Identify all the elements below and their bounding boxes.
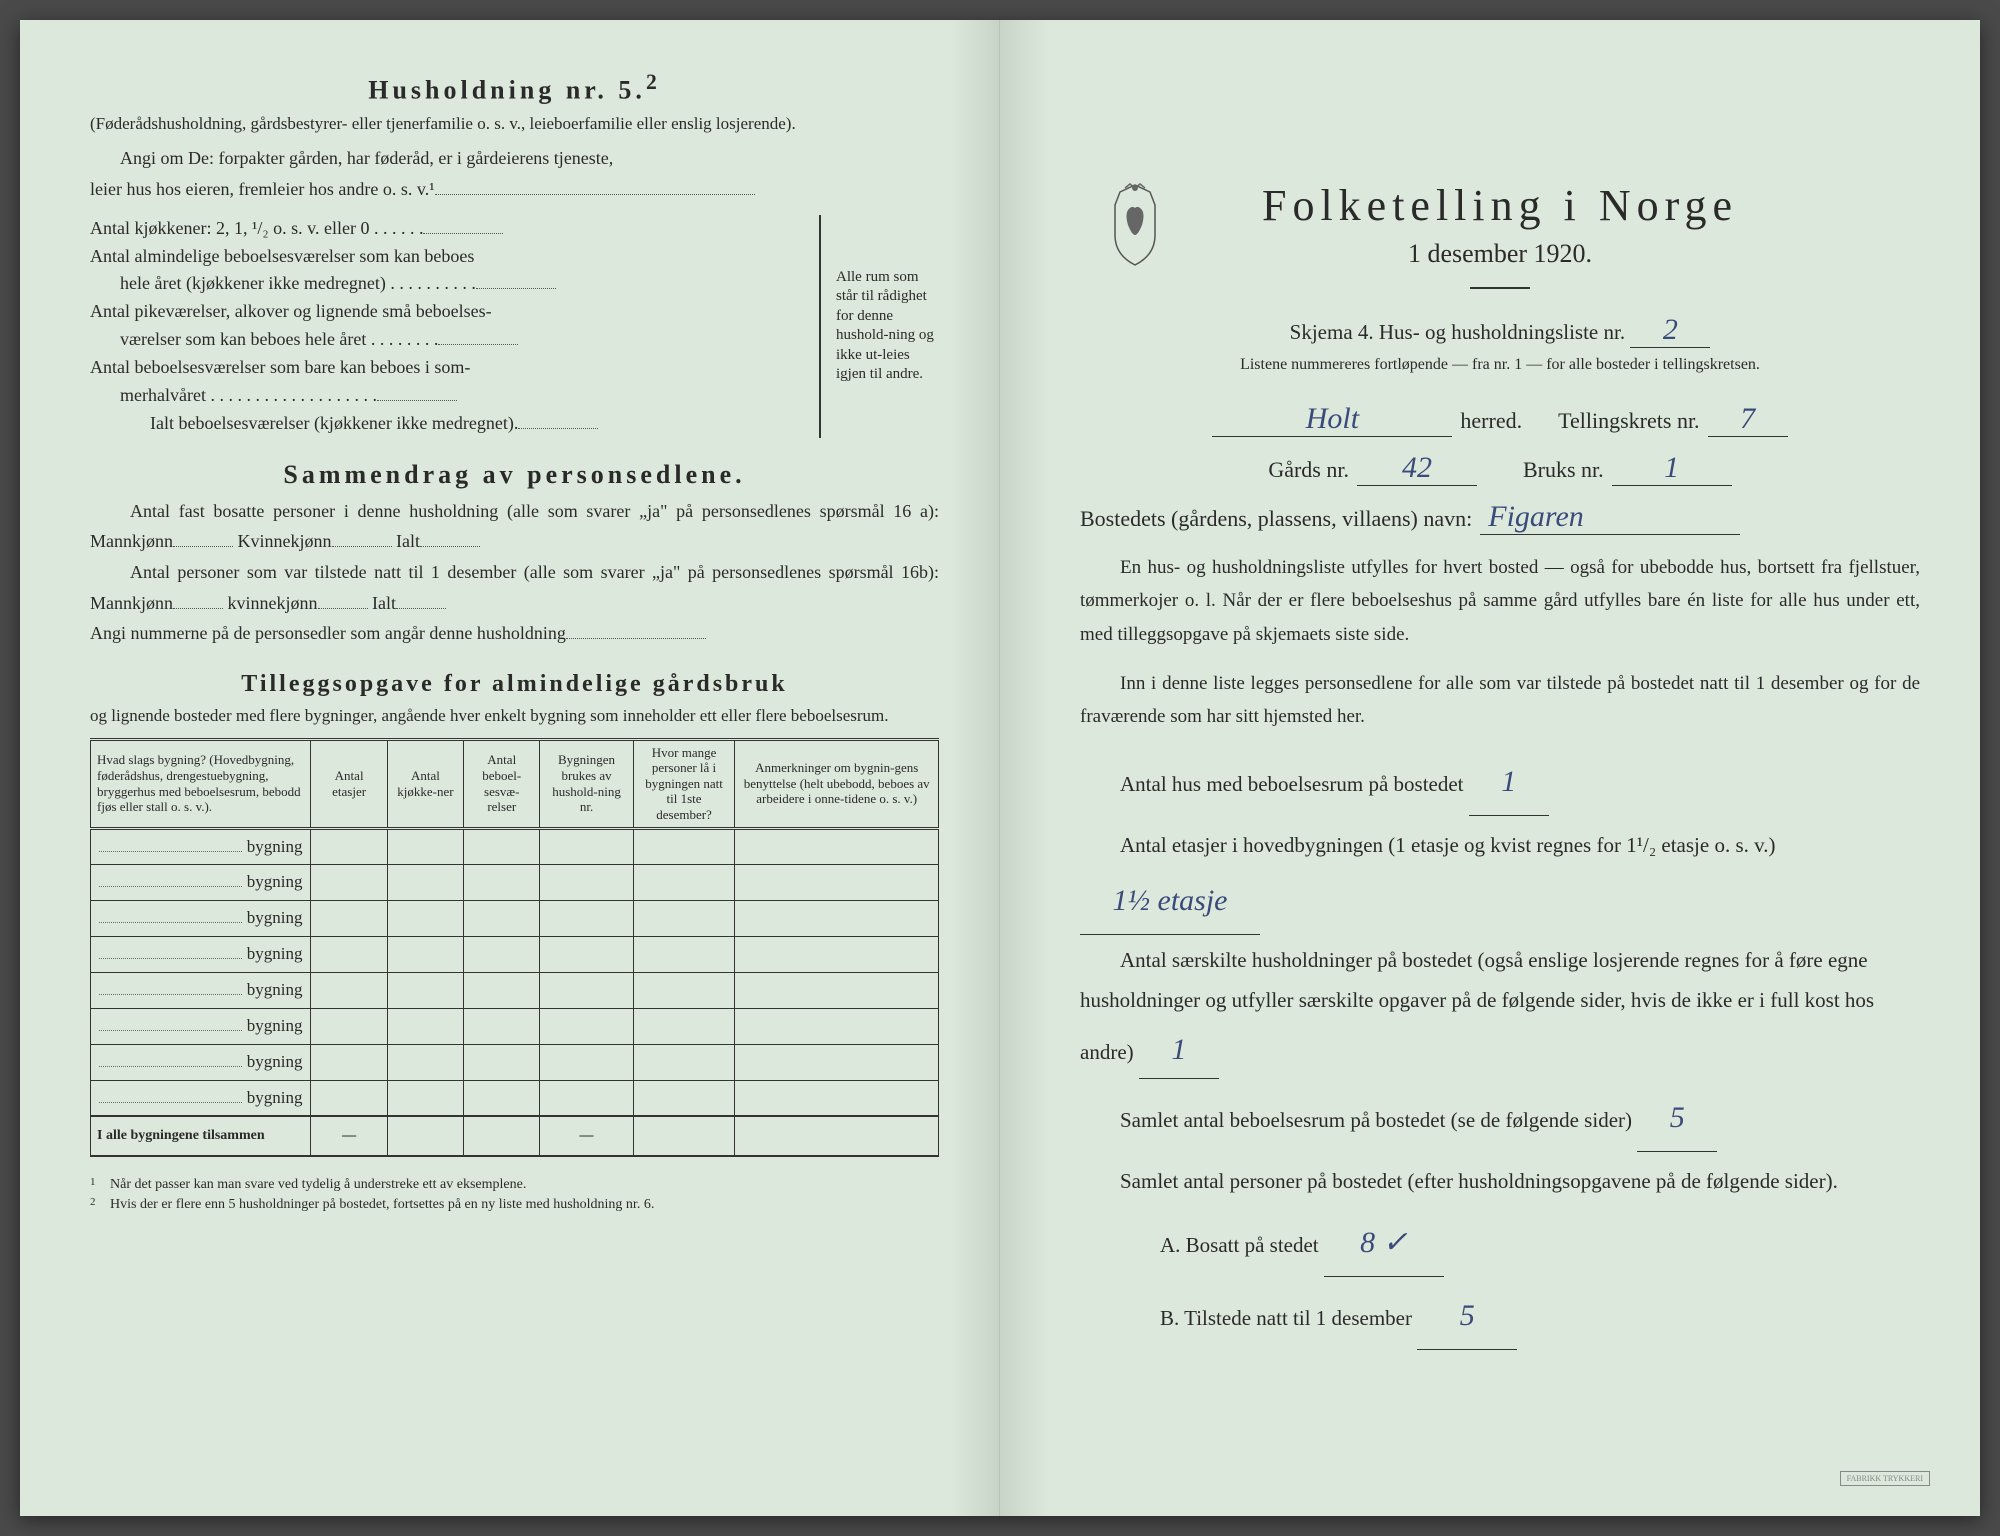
left-page: Husholdning nr. 5.2 (Føderådshusholdning… (20, 20, 1000, 1516)
intro-p1: En hus- og husholdningsliste utfylles fo… (1080, 551, 1920, 651)
bruks-value: 1 (1612, 451, 1732, 486)
th-personer: Hvor mange personer lå i bygningen natt … (633, 739, 735, 828)
footnotes: 1Når det passer kan man svare ved tydeli… (90, 1175, 939, 1214)
q5: Samlet antal personer på bostedet (efter… (1080, 1158, 1920, 1204)
q2: Antal etasjer i hovedbygningen (1 etasje… (1080, 822, 1920, 935)
table-row: bygning (91, 864, 939, 900)
q1-value: 1 (1469, 749, 1549, 816)
angi-line-2: leier hus hos eieren, fremleier hos andr… (90, 174, 939, 205)
table-row: bygning (91, 936, 939, 972)
th-husholdning: Bygningen brukes av hushold-ning nr. (540, 739, 633, 828)
gards-line: Gårds nr. 42 Bruks nr. 1 (1080, 451, 1920, 486)
q1: Antal hus med beboelsesrum på bostedet 1 (1080, 749, 1920, 816)
intro-p2: Inn i denne liste legges personsedlene f… (1080, 667, 1920, 734)
summary-heading: Sammendrag av personsedlene. (90, 460, 939, 490)
bosted-value: Figaren (1480, 500, 1740, 535)
sub-note: Listene nummereres fortløpende — fra nr.… (1080, 356, 1920, 374)
building-table: Hvad slags bygning? (Hovedbygning, føder… (90, 738, 939, 1157)
gards-value: 42 (1357, 451, 1477, 486)
printer-stamp: FABRIKK TRYKKERI (1840, 1471, 1930, 1486)
th-type: Hvad slags bygning? (Hovedbygning, føder… (91, 739, 311, 828)
th-vaerelser: Antal beboel-sesvæ-relser (464, 739, 540, 828)
herred-value: Holt (1212, 402, 1452, 437)
rooms-block: Antal kjøkkener: 2, 1, ¹/₂ o. s. v. elle… (90, 215, 939, 438)
skjema-nr-value: 2 (1630, 313, 1710, 348)
q5a-value: 8 ✓ (1324, 1210, 1444, 1277)
table-row: bygning (91, 972, 939, 1008)
coat-of-arms-icon (1100, 180, 1170, 270)
q4-value: 5 (1637, 1085, 1717, 1152)
th-anmerkninger: Anmerkninger om bygnin-gens benyttelse (… (735, 739, 939, 828)
brace-note: Alle rum som står til rådighet for denne… (819, 215, 939, 438)
summary-p2: Antal personer som var tilstede natt til… (90, 557, 939, 618)
q5b: B. Tilstede natt til 1 desember 5 (1080, 1283, 1920, 1350)
table-row: bygning (91, 900, 939, 936)
table-total-row: I alle bygningene tilsammen —— (91, 1116, 939, 1156)
table-row: bygning (91, 1080, 939, 1116)
title-rule (1470, 287, 1530, 289)
tillegg-sub: og lignende bosteder med flere bygninger… (90, 704, 939, 728)
angi-line-1: Angi om De: forpakter gården, har føderå… (90, 143, 939, 174)
subtitle: 1 desember 1920. (1080, 239, 1920, 269)
th-etasjer: Antal etasjer (311, 739, 387, 828)
table-row: bygning (91, 1008, 939, 1044)
household-subtitle: (Føderådshusholdning, gårdsbestyrer- ell… (90, 112, 939, 136)
q5a: A. Bosatt på stedet 8 ✓ (1080, 1210, 1920, 1277)
table-row: bygning (91, 828, 939, 864)
household-heading: Husholdning nr. 5.2 (90, 70, 939, 106)
q4: Samlet antal beboelsesrum på bostedet (s… (1080, 1085, 1920, 1152)
q2-value: 1½ etasje (1080, 868, 1260, 935)
summary-p3: Angi nummerne på de personsedler som ang… (90, 618, 939, 649)
skjema-line: Skjema 4. Hus- og husholdningsliste nr. … (1080, 313, 1920, 348)
document-spread: Husholdning nr. 5.2 (Føderådshusholdning… (20, 20, 1980, 1516)
th-kjokkener: Antal kjøkke-ner (387, 739, 463, 828)
bosted-line: Bostedets (gårdens, plassens, villaens) … (1080, 500, 1920, 535)
q5b-value: 5 (1417, 1283, 1517, 1350)
q3: Antal særskilte husholdninger på bostede… (1080, 941, 1920, 1079)
herred-line: Holt herred. Tellingskrets nr. 7 (1080, 402, 1920, 437)
kitchens-line: Antal kjøkkener: 2, 1, ¹/₂ o. s. v. elle… (90, 215, 819, 243)
table-row: bygning (91, 1044, 939, 1080)
krets-value: 7 (1708, 402, 1788, 437)
tillegg-heading: Tilleggsopgave for almindelige gårdsbruk (90, 671, 939, 698)
right-page: Folketelling i Norge 1 desember 1920. Sk… (1000, 20, 1980, 1516)
summary-p1: Antal fast bosatte personer i denne hush… (90, 496, 939, 557)
main-title: Folketelling i Norge (1080, 180, 1920, 231)
q3-value: 1 (1139, 1021, 1219, 1079)
